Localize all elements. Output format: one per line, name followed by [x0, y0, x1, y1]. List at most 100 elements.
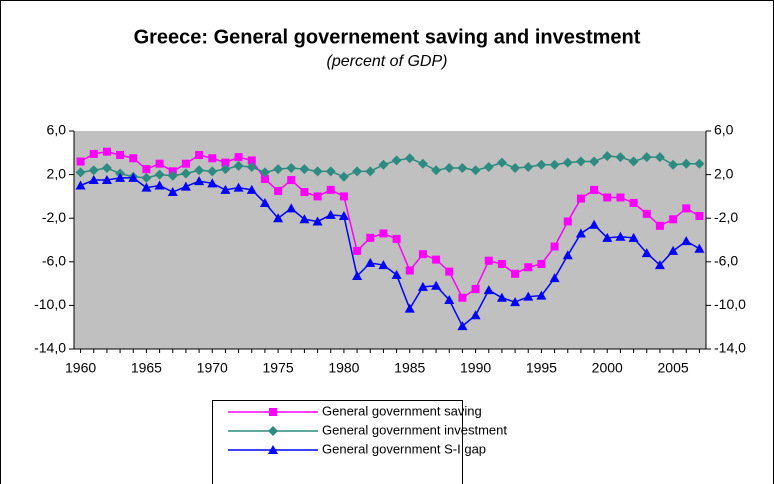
chart-title: Greece: General governement saving and i… [134, 26, 641, 48]
x-tick-label: 1985 [394, 360, 425, 376]
marker [457, 163, 468, 174]
marker [432, 255, 441, 264]
marker [155, 159, 164, 168]
marker [444, 163, 455, 174]
marker [405, 266, 414, 275]
marker [616, 193, 625, 202]
marker [458, 293, 467, 302]
marker [655, 221, 664, 230]
y-tick-label: 2,0 [47, 165, 67, 181]
marker [273, 213, 284, 223]
marker [510, 297, 521, 307]
marker [154, 180, 165, 190]
marker [259, 167, 270, 178]
marker [167, 170, 178, 181]
marker [511, 269, 520, 278]
marker [483, 161, 494, 172]
x-tick-label: 1990 [460, 360, 491, 376]
marker [615, 152, 626, 163]
y2-tick-label: -10,0 [714, 296, 746, 312]
marker [431, 280, 442, 290]
marker [695, 212, 704, 221]
marker [88, 175, 99, 185]
marker [274, 186, 283, 195]
marker [181, 159, 190, 168]
marker [562, 157, 573, 168]
marker [536, 159, 547, 170]
marker [417, 281, 428, 291]
marker [694, 158, 705, 169]
x-tick-label: 1960 [65, 360, 96, 376]
marker [589, 156, 600, 167]
marker [338, 211, 349, 221]
marker [75, 180, 86, 190]
marker [247, 156, 256, 165]
legend-box [212, 400, 463, 484]
y-tick-label: -10,0 [34, 296, 66, 312]
marker [234, 153, 243, 162]
marker [563, 217, 572, 226]
chart-subtitle: (percent of GDP) [327, 53, 448, 70]
marker [391, 269, 402, 279]
marker [141, 172, 152, 183]
marker [457, 321, 468, 331]
marker [470, 310, 481, 320]
marker [115, 172, 126, 182]
marker [497, 259, 506, 268]
marker [194, 165, 205, 176]
marker [312, 216, 323, 226]
marker [417, 158, 428, 169]
marker [496, 157, 507, 168]
marker [220, 184, 231, 194]
marker [269, 408, 277, 416]
marker [668, 245, 679, 255]
marker [628, 232, 639, 242]
x-tick-label: 1970 [197, 360, 228, 376]
y2-tick-label: 6,0 [714, 122, 734, 138]
marker [102, 147, 111, 156]
marker [325, 209, 336, 219]
marker [246, 161, 257, 172]
y-tick-label: -2,0 [42, 209, 66, 225]
marker [431, 165, 442, 176]
marker [524, 263, 533, 272]
marker [101, 163, 112, 174]
marker [418, 250, 427, 259]
marker [76, 157, 85, 166]
marker [628, 156, 639, 167]
marker [694, 243, 705, 253]
marker [483, 285, 494, 295]
marker [575, 156, 586, 167]
marker [590, 185, 599, 194]
marker [260, 174, 269, 183]
marker [484, 256, 493, 265]
marker [195, 150, 204, 159]
marker [404, 153, 415, 164]
marker [268, 426, 278, 436]
marker [339, 192, 348, 201]
marker [523, 291, 534, 301]
x-tick-label: 1965 [131, 360, 162, 376]
marker [602, 232, 613, 242]
marker [523, 161, 534, 172]
x-tick-label: 2005 [658, 360, 689, 376]
marker [287, 176, 296, 185]
marker [352, 270, 363, 280]
marker [378, 159, 389, 170]
marker [391, 155, 402, 166]
marker [510, 163, 521, 174]
marker [220, 164, 231, 175]
marker [207, 178, 218, 188]
marker [75, 167, 86, 178]
marker [642, 209, 651, 218]
marker [589, 219, 600, 229]
legend-label: General government investment [322, 422, 507, 437]
marker [576, 194, 585, 203]
marker [299, 164, 310, 175]
marker [142, 165, 151, 174]
marker [273, 164, 284, 175]
marker [681, 236, 692, 246]
legend-label: General government saving [322, 403, 482, 418]
marker [233, 160, 244, 171]
legend-label: General government S-I gap [322, 441, 486, 456]
